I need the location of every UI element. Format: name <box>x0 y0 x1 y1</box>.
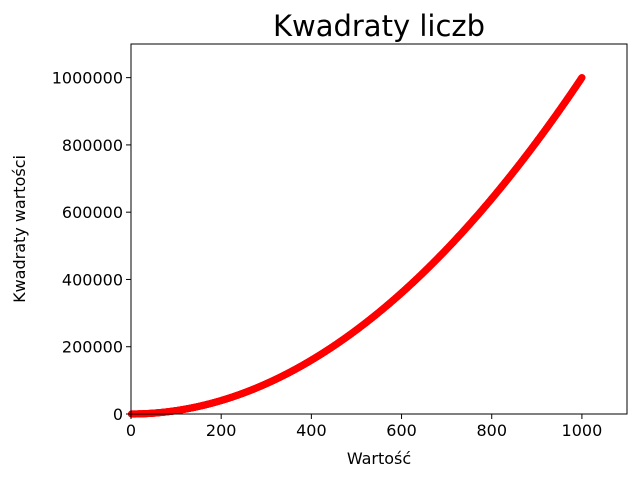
x-axis-label: Wartość <box>347 449 411 468</box>
x-tick-label: 800 <box>476 421 507 440</box>
y-tick-label: 400000 <box>62 270 123 289</box>
x-axis-ticks: 0 200 400 600 800 1000 <box>126 414 602 440</box>
y-tick-label: 600000 <box>62 203 123 222</box>
y-axis-label: Kwadraty wartości <box>10 155 29 303</box>
y-tick-label: 200000 <box>62 338 123 357</box>
x-tick-label: 0 <box>126 421 136 440</box>
x-tick-label: 400 <box>296 421 327 440</box>
y-axis-ticks: 0 200000 400000 600000 800000 1000000 <box>52 69 131 424</box>
chart-title: Kwadraty liczb <box>273 9 485 43</box>
y-tick-label: 0 <box>113 405 123 424</box>
data-point <box>578 74 586 82</box>
x-tick-label: 600 <box>386 421 417 440</box>
y-tick-label: 1000000 <box>52 69 123 88</box>
plot-frame <box>130 43 628 415</box>
y-tick-label: 800000 <box>62 136 123 155</box>
x-tick-label: 200 <box>206 421 237 440</box>
x-tick-label: 1000 <box>562 421 603 440</box>
